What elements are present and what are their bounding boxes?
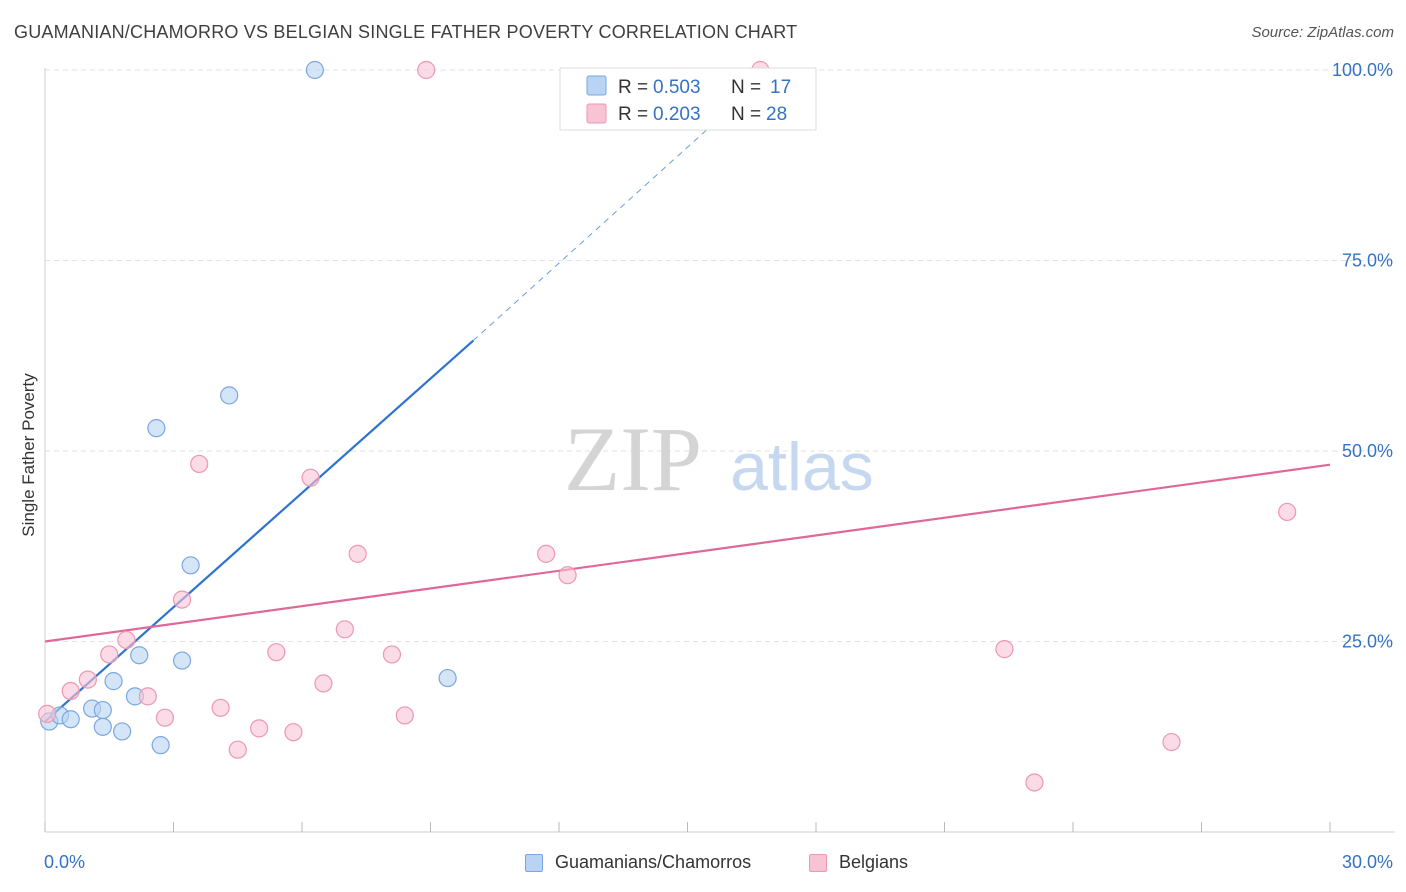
- legend-n-value: 17: [770, 77, 791, 98]
- data-point[interactable]: [211, 698, 230, 717]
- legend-swatch-guamanians: [586, 75, 607, 96]
- y-tick-label: 75.0%: [1342, 251, 1393, 271]
- data-point[interactable]: [117, 630, 136, 650]
- data-point[interactable]: [335, 620, 354, 639]
- data-point[interactable]: [1278, 502, 1297, 522]
- legend-r-label: R =: [618, 77, 648, 98]
- gridlines: [45, 69, 1395, 642]
- legend-swatch-guamanians: [525, 853, 543, 872]
- trend-lines: [44, 81, 1331, 723]
- data-point[interactable]: [417, 60, 436, 80]
- data-point[interactable]: [284, 723, 303, 742]
- data-point[interactable]: [61, 681, 80, 701]
- data-point[interactable]: [147, 419, 166, 438]
- y-axis-label: Single Father Poverty: [19, 373, 38, 537]
- legend-n-label: N =: [731, 104, 761, 125]
- y-tick-label: 25.0%: [1342, 632, 1393, 652]
- x-tick-label: 30.0%: [1342, 852, 1393, 872]
- data-point[interactable]: [301, 468, 320, 487]
- data-point[interactable]: [348, 544, 367, 563]
- x-tick-label: 0.0%: [44, 852, 85, 872]
- legend-item-guamanians[interactable]: Guamanians/Chamorros: [525, 852, 751, 873]
- data-point[interactable]: [250, 719, 269, 738]
- legend-bottom: Guamanians/Chamorros Belgians: [0, 852, 1406, 878]
- legend-r-label: R =: [618, 104, 648, 125]
- data-point[interactable]: [537, 544, 556, 563]
- data-point[interactable]: [438, 668, 457, 688]
- trend-line: [44, 463, 1331, 643]
- data-point[interactable]: [190, 454, 209, 474]
- data-point[interactable]: [1162, 732, 1181, 752]
- data-point[interactable]: [93, 700, 112, 720]
- data-point[interactable]: [305, 60, 324, 80]
- watermark-atlas: atlas: [730, 429, 874, 505]
- data-point[interactable]: [1025, 773, 1044, 792]
- data-point[interactable]: [395, 706, 414, 725]
- data-point[interactable]: [995, 640, 1014, 659]
- legend-top: R = 0.503 N = 17 R = 0.203 N = 28: [559, 67, 817, 131]
- data-point[interactable]: [78, 670, 97, 689]
- data-point[interactable]: [181, 556, 200, 575]
- chart-title: GUAMANIAN/CHAMORRO VS BELGIAN SINGLE FAT…: [14, 22, 798, 42]
- data-point[interactable]: [38, 704, 57, 723]
- watermark-zip: ZIP: [564, 408, 702, 510]
- source-attribution[interactable]: Source: ZipAtlas.com: [1251, 24, 1394, 41]
- data-point[interactable]: [382, 645, 402, 664]
- data-point[interactable]: [93, 717, 112, 736]
- data-point[interactable]: [104, 672, 123, 691]
- axes: [44, 68, 1395, 833]
- y-tick-label: 50.0%: [1342, 441, 1393, 461]
- legend-label-guamanians: Guamanians/Chamorros: [555, 852, 752, 872]
- legend-r-value: 0.203: [653, 104, 701, 125]
- data-point[interactable]: [172, 590, 192, 609]
- data-point[interactable]: [138, 687, 157, 706]
- data-point[interactable]: [220, 386, 239, 405]
- data-point[interactable]: [267, 643, 286, 662]
- tick-labels: 25.0% 50.0% 75.0% 100.0% 0.0% 30.0%: [44, 60, 1393, 872]
- data-point[interactable]: [112, 722, 132, 741]
- legend-label-belgians: Belgians: [839, 852, 909, 872]
- legend-r-value: 0.503: [653, 77, 701, 98]
- y-tick-label: 100.0%: [1332, 60, 1393, 80]
- data-point[interactable]: [172, 651, 192, 670]
- legend-n-value: 28: [766, 104, 787, 125]
- legend-item-belgians[interactable]: Belgians: [809, 852, 908, 873]
- data-point[interactable]: [61, 710, 80, 729]
- legend-swatch-belgians: [809, 853, 827, 872]
- data-points: [38, 60, 1297, 792]
- data-point[interactable]: [314, 674, 333, 693]
- data-point[interactable]: [151, 736, 170, 755]
- data-point[interactable]: [228, 740, 247, 759]
- data-point[interactable]: [558, 566, 577, 585]
- legend-swatch-belgians: [586, 103, 607, 124]
- legend-n-label: N =: [731, 77, 761, 98]
- trend-line: [44, 339, 475, 723]
- data-point[interactable]: [100, 645, 119, 664]
- data-point[interactable]: [130, 646, 149, 665]
- zipatlas-watermark: ZIP atlas: [564, 408, 874, 510]
- data-point[interactable]: [155, 708, 175, 727]
